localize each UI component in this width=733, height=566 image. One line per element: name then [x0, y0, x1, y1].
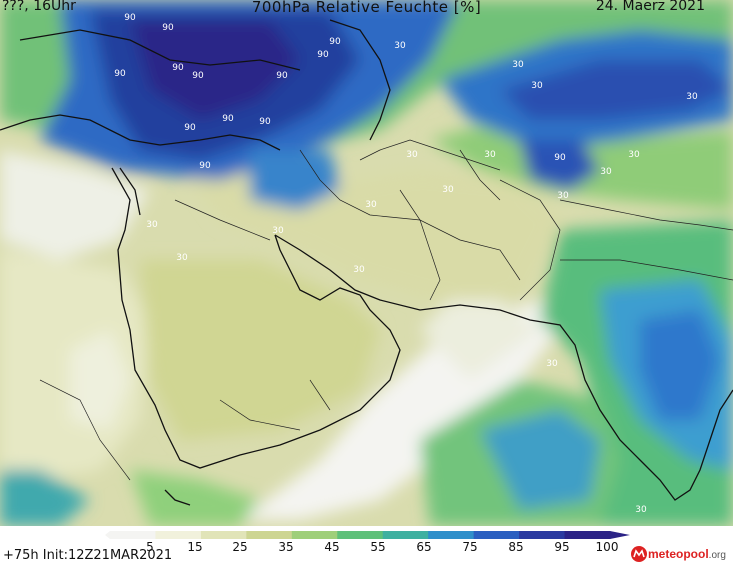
legend-arrow	[610, 531, 630, 539]
legend-tick-label: 55	[370, 540, 386, 554]
isoline-label: 30	[365, 200, 377, 210]
legend-arrow	[105, 531, 110, 539]
isoline-label: 90	[162, 23, 174, 33]
legend-swatch	[428, 531, 475, 539]
isoline-label: 30	[531, 81, 543, 91]
color-legend-bar	[105, 531, 630, 539]
forecast-init-label: +75h Init:12Z21MAR2021	[3, 548, 173, 563]
isoline-label: 90	[124, 13, 136, 23]
isoline-label: 30	[353, 265, 365, 275]
legend-swatch	[200, 531, 247, 539]
isoline-label: 90	[199, 161, 211, 171]
legend-tick-label: 85	[508, 540, 524, 554]
isoline-label: 30	[146, 220, 158, 230]
isoline-label: 30	[442, 185, 454, 195]
isoline-label: 30	[686, 92, 698, 102]
legend-swatch	[473, 531, 520, 539]
isoline-label: 90	[184, 123, 196, 133]
isoline-label: 30	[272, 226, 284, 236]
isoline-label: 30	[176, 253, 188, 263]
isoline-label: 30	[406, 150, 418, 160]
legend-tick-label: 15	[187, 540, 203, 554]
legend-tick-label: 25	[232, 540, 248, 554]
isoline-label: 30	[600, 167, 612, 177]
legend-tick-label: 5	[146, 540, 154, 554]
isoline-label: 90	[114, 69, 126, 79]
valid-time-label: ???, 16Uhr	[2, 0, 76, 14]
isoline-label: 90	[317, 50, 329, 60]
isoline-label: 30	[635, 505, 647, 515]
legend-swatch	[382, 531, 429, 539]
meteopool-logo-icon	[631, 546, 647, 562]
isoline-label: 30	[557, 191, 569, 201]
isoline-label: 90	[222, 114, 234, 124]
valid-date-label: 24. Maerz 2021	[595, 0, 705, 14]
meteopool-logo[interactable]: meteopool.org	[630, 544, 726, 564]
legend-tick-label: 100	[595, 540, 619, 554]
isoline-label: 30	[546, 359, 558, 369]
isoline-label: 90	[259, 117, 271, 127]
legend-tick-label: 95	[554, 540, 570, 554]
legend-swatch	[155, 531, 202, 539]
legend-tick-label: 35	[278, 540, 294, 554]
legend-swatch	[519, 531, 566, 539]
isoline-label: 90	[554, 153, 566, 163]
isoline-label: 30	[512, 60, 524, 70]
isoline-label: 90	[276, 71, 288, 81]
legend-swatch	[291, 531, 338, 539]
isoline-label: 90	[192, 71, 204, 81]
map-title: 700hPa Relative Feuchte [%]	[251, 0, 482, 16]
isoline-label: 90	[172, 63, 184, 73]
isoline-label: 90	[329, 37, 341, 47]
legend-swatch	[246, 531, 293, 539]
legend-swatch	[337, 531, 384, 539]
isoline-label: 30	[484, 150, 496, 160]
isoline-label: 30	[394, 41, 406, 51]
meteopool-wordmark: meteopool.org	[648, 547, 726, 561]
legend-tick-label: 45	[324, 540, 340, 554]
legend-swatch	[110, 531, 156, 539]
legend-tick-label: 75	[462, 540, 478, 554]
legend-tick-label: 65	[416, 540, 432, 554]
isoline-label: 30	[628, 150, 640, 160]
legend-swatch	[564, 531, 611, 539]
